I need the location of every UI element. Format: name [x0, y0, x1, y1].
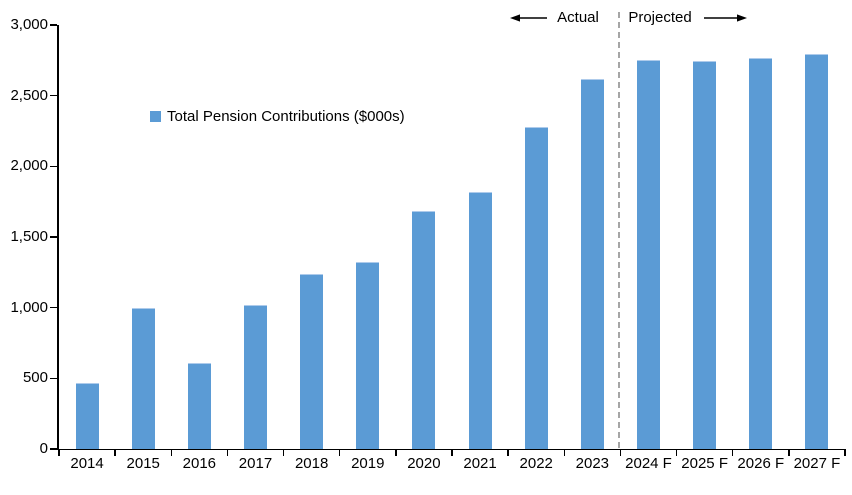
- y-label-3,000: 3,000: [10, 16, 48, 33]
- bar-2022: [524, 126, 548, 449]
- y-label-0: 0: [39, 440, 48, 457]
- x-label-2019: 2019: [351, 455, 385, 472]
- x-tick-14: [844, 450, 846, 456]
- bar-2018: [300, 274, 324, 449]
- projected-right-arrow-icon: [704, 14, 747, 22]
- x-label-2016: 2016: [182, 455, 217, 472]
- x-label-2023: 2023: [575, 455, 610, 472]
- x-label-2026 F: 2026 F: [737, 455, 785, 472]
- x-label-2025 F: 2025 F: [681, 455, 728, 472]
- y-tick-500: [50, 377, 57, 380]
- y-axis-line: [57, 25, 59, 449]
- bar-2025 F: [693, 61, 717, 449]
- bar-2021: [468, 192, 492, 449]
- x-label-2014: 2014: [70, 455, 104, 472]
- y-tick-1,000: [50, 306, 57, 309]
- legend-label: Total Pension Contributions ($000s): [167, 108, 405, 125]
- bar-2026 F: [749, 57, 773, 449]
- bar-2014: [75, 382, 99, 449]
- bar-2027 F: [805, 53, 829, 449]
- x-tick-0: [58, 450, 60, 456]
- bar-2015: [131, 308, 155, 449]
- x-tick-12: [731, 450, 734, 456]
- x-tick-4: [282, 450, 285, 456]
- x-label-2017: 2017: [238, 455, 273, 472]
- bar-2024 F: [637, 60, 660, 449]
- bar-2020: [412, 210, 436, 449]
- x-tick-3: [226, 450, 229, 456]
- projected-section-label: Projected: [628, 9, 692, 26]
- x-label-2022: 2022: [519, 455, 553, 472]
- x-tick-1: [114, 450, 116, 456]
- x-label-2024 F: 2024 F: [625, 455, 672, 472]
- bar-2019: [356, 262, 380, 449]
- x-tick-7: [451, 450, 453, 456]
- y-label-2,500: 2,500: [10, 86, 48, 104]
- x-tick-13: [788, 450, 790, 456]
- legend: Total Pension Contributions ($000s): [150, 108, 405, 125]
- y-tick-3,000: [50, 24, 57, 26]
- x-tick-6: [395, 450, 397, 456]
- x-axis-line: [57, 448, 846, 450]
- actual-projected-divider-line: [618, 12, 621, 449]
- x-label-2015: 2015: [126, 455, 160, 472]
- x-tick-11: [675, 450, 678, 456]
- x-label-2021: 2021: [463, 455, 497, 472]
- x-tick-10: [619, 450, 622, 456]
- y-label-500: 500: [22, 369, 48, 387]
- y-label-1,500: 1,500: [10, 228, 48, 245]
- x-tick-5: [338, 450, 341, 456]
- bar-2023: [580, 79, 604, 449]
- bar-2017: [244, 304, 267, 449]
- actual-section-label: Actual: [557, 9, 599, 26]
- y-label-2,000: 2,000: [10, 157, 48, 175]
- y-tick-1,500: [50, 236, 57, 238]
- x-tick-9: [563, 450, 566, 456]
- x-tick-2: [170, 450, 173, 456]
- x-tick-8: [507, 450, 509, 456]
- bar-2016: [187, 362, 211, 449]
- x-label-2027 F: 2027 F: [793, 455, 841, 472]
- y-label-1,000: 1,000: [10, 298, 48, 316]
- actual-left-arrow-icon: [510, 14, 547, 22]
- legend-marker-square: [150, 111, 161, 122]
- y-tick-0: [50, 448, 57, 450]
- x-label-2018: 2018: [294, 455, 329, 472]
- x-label-2020: 2020: [407, 455, 441, 472]
- y-tick-2,000: [50, 165, 57, 168]
- y-tick-2,500: [50, 94, 57, 97]
